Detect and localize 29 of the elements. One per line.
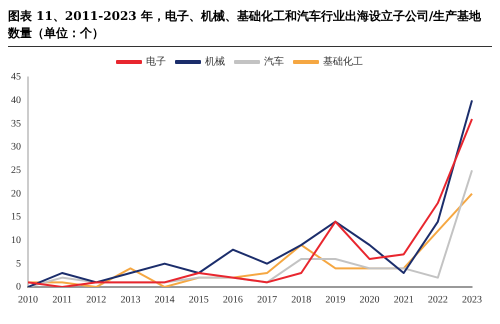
x-tick-label: 2011: [52, 294, 72, 306]
x-tick-label: 2016: [222, 294, 243, 306]
x-tick-label: 2018: [291, 294, 312, 306]
y-tick-label: 5: [16, 258, 21, 270]
x-tick-label: 2012: [86, 294, 106, 306]
y-tick-label: 25: [11, 164, 21, 176]
y-tick-label: 0: [16, 282, 21, 293]
legend-label: 汽车: [264, 56, 284, 68]
legend-label: 基础化工: [323, 56, 363, 68]
y-tick-label: 10: [11, 234, 21, 246]
y-tick-label: 30: [11, 142, 21, 153]
x-tick-label: 2023: [462, 294, 482, 306]
x-tick-label: 2015: [188, 294, 209, 306]
x-tick-label: 2022: [428, 294, 448, 306]
y-tick-label: 35: [11, 118, 21, 130]
y-tick-label: 15: [11, 212, 21, 223]
x-tick-label: 2020: [360, 294, 380, 306]
x-tick-label: 2010: [18, 294, 38, 306]
y-tick-label: 20: [11, 188, 21, 200]
x-tick-label: 2019: [325, 294, 346, 306]
x-tick-label: 2013: [120, 294, 140, 306]
legend-label: 机械: [205, 56, 225, 68]
y-tick-label: 45: [11, 72, 21, 83]
x-tick-label: 2014: [154, 294, 175, 306]
legend-label: 电子: [146, 56, 166, 68]
chart-title: 图表 11、2011-2023 年，电子、机械、基础化工和汽车行业出海设立子公司/生产基地数量（单位：个）: [8, 8, 492, 47]
x-tick-label: 2017: [257, 294, 278, 306]
x-tick-label: 2021: [394, 294, 414, 306]
y-tick-label: 40: [11, 94, 21, 106]
